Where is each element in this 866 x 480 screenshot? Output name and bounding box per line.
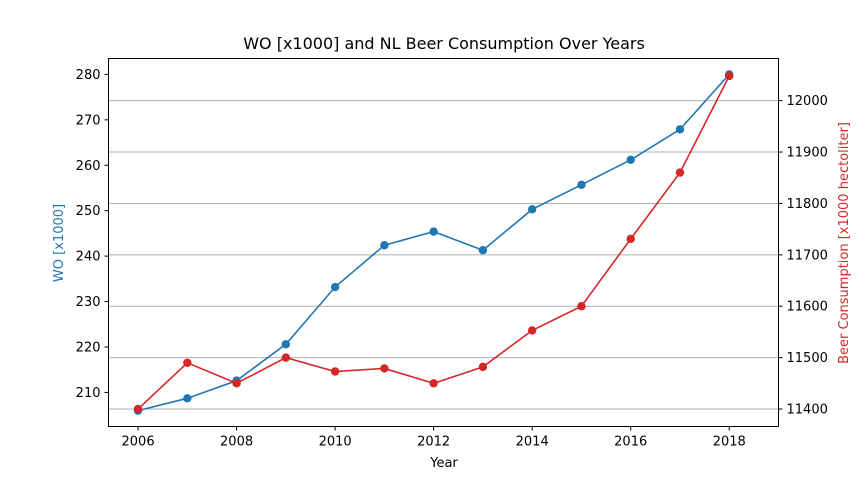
- beer-consumption-point: [725, 71, 734, 81]
- left-y-tick-label: 260: [76, 159, 101, 174]
- x-tick-label: 2016: [614, 435, 647, 450]
- right-y-tick-label: 11800: [787, 197, 828, 212]
- x-axis-title: Year: [429, 456, 458, 471]
- beer-consumption-point: [429, 379, 438, 388]
- right-y-tick-label: 11600: [787, 300, 828, 315]
- x-tick-label: 2008: [220, 435, 253, 450]
- wo-point: [429, 227, 438, 236]
- wo-point: [478, 246, 488, 255]
- left-y-tick-label: 270: [76, 113, 101, 128]
- left-y-tick-label: 230: [76, 295, 101, 310]
- wo-point: [183, 394, 192, 403]
- right-y-tick-label: 12000: [787, 94, 828, 109]
- x-tick-label: 2018: [713, 435, 746, 450]
- beer-consumption-point: [330, 367, 340, 376]
- right-y-tick-label: 11900: [787, 146, 828, 161]
- beer-consumption-point: [133, 404, 143, 414]
- left-y-tick-label: 220: [76, 340, 101, 355]
- wo-point: [577, 180, 586, 190]
- plot-frame: [108, 58, 779, 427]
- wo-point: [527, 205, 537, 214]
- beer-consumption-point: [183, 358, 192, 367]
- beer-consumption-point: [232, 379, 241, 388]
- wo-point: [281, 340, 291, 349]
- x-axis: 2006 2008 2010 2012 2014 2016 2018: [122, 426, 746, 450]
- beer-consumption-point: [577, 302, 586, 311]
- beer-consumption-point: [527, 326, 537, 335]
- right-y-axis: 11400 11500 11600 11700 11800 11900 12000: [778, 94, 828, 418]
- left-y-tick-label: 210: [76, 386, 101, 401]
- beer-consumption-point: [478, 362, 488, 372]
- right-y-tick-label: 11700: [787, 248, 828, 263]
- series-layer: [133, 70, 734, 415]
- x-tick-label: 2010: [319, 435, 352, 450]
- grid: [108, 100, 779, 410]
- left-y-tick-label: 240: [76, 250, 101, 265]
- right-y-axis-title: Beer Consumption [x1000 hectoliter]: [837, 122, 852, 364]
- wo-point: [330, 282, 340, 292]
- right-y-tick-label: 11400: [787, 403, 828, 418]
- chart-title: WO [x1000] and NL Beer Consumption Over …: [243, 34, 645, 53]
- left-y-tick-label: 250: [76, 204, 101, 219]
- x-tick-label: 2006: [122, 435, 155, 450]
- left-y-axis: 210 220 230 240 250 260 270 280: [76, 68, 109, 401]
- beer-consumption-series-line: [137, 75, 730, 410]
- x-tick-label: 2012: [417, 435, 450, 450]
- left-y-tick-label: 280: [76, 68, 101, 83]
- beer-consumption-point: [626, 234, 635, 244]
- left-y-axis-title: WO [x1000]: [52, 204, 67, 282]
- x-tick-label: 2014: [516, 435, 549, 450]
- right-y-tick-label: 11500: [787, 351, 828, 366]
- beer-consumption-point: [281, 353, 291, 362]
- wo-point: [380, 241, 389, 250]
- wo-series-line: [137, 73, 730, 412]
- wo-point: [675, 125, 685, 134]
- beer-consumption-point: [380, 364, 389, 373]
- beer-consumption-point: [675, 168, 685, 177]
- wo-point: [626, 155, 635, 165]
